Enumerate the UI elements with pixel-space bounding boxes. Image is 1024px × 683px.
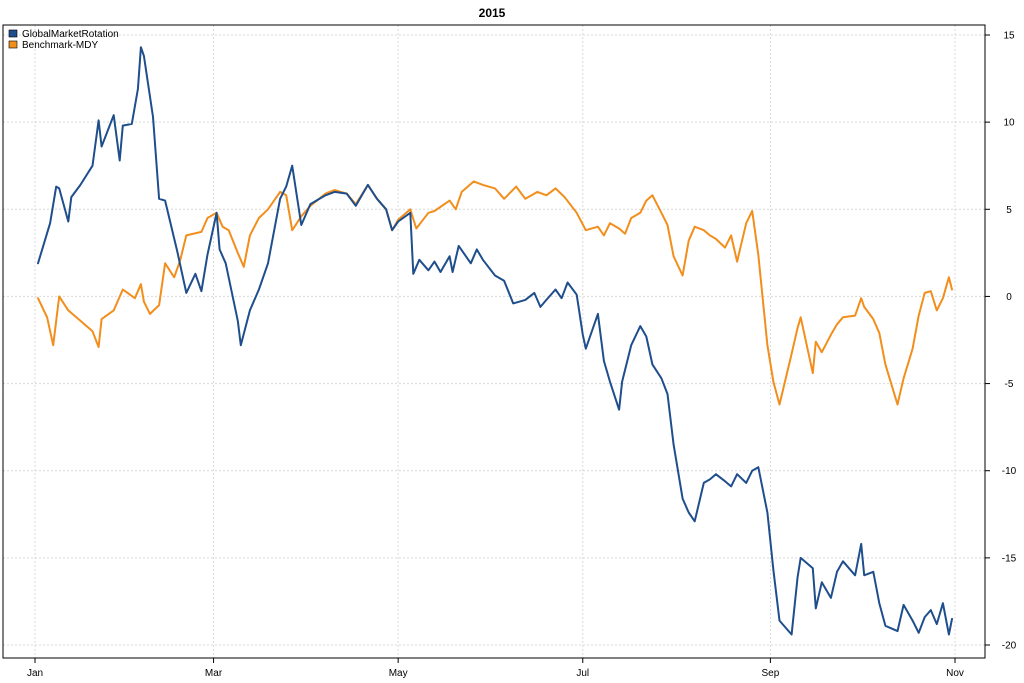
x-axis: Jan Mar May Jul Sep Nov: [27, 658, 964, 679]
x-tick-label: Jul: [576, 668, 589, 679]
x-tick-label: May: [389, 668, 408, 679]
y-axis: 15 10 5 0 -5 -10 -15 -20: [985, 31, 1017, 652]
y-tick-label: -15: [1002, 553, 1017, 564]
legend-label: Benchmark-MDY: [22, 40, 98, 51]
y-tick-label: 10: [1003, 118, 1015, 129]
x-tick-label: Nov: [946, 668, 964, 679]
x-tick-label: Sep: [761, 668, 779, 679]
grid: [3, 25, 985, 658]
x-tick-label: Jan: [27, 668, 43, 679]
y-tick-label: 5: [1006, 205, 1012, 216]
plot-frame: [2, 24, 986, 659]
chart-title: 2015: [479, 6, 506, 20]
legend-swatch: [8, 29, 18, 38]
y-tick-label: 0: [1006, 292, 1012, 303]
series-line-benchmark-mdy: [37, 180, 953, 406]
y-tick-label: 15: [1003, 31, 1015, 42]
y-tick-label: -10: [1002, 466, 1017, 477]
legend-swatch: [8, 40, 18, 49]
series-layer: [37, 46, 953, 636]
y-tick-label: -5: [1005, 379, 1014, 390]
y-tick-label: -20: [1002, 641, 1017, 652]
series-line-globalmarketrotation: [37, 46, 953, 636]
x-tick-label: Mar: [205, 668, 223, 679]
legend-label: GlobalMarketRotation: [22, 29, 119, 40]
